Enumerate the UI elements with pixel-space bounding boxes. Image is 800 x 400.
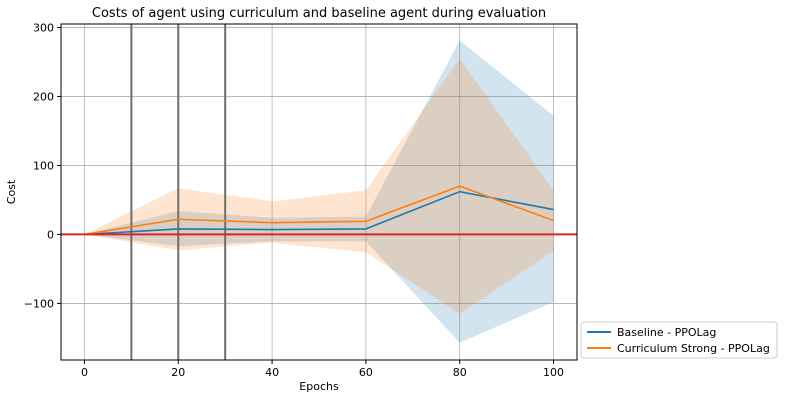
x-tick-label: 100 [543,366,564,379]
confidence-bands [84,40,554,343]
x-tick-label: 0 [81,366,88,379]
series-line-1 [84,185,554,236]
y-tick-label: 0 [47,228,54,241]
vertical-markers [130,24,227,360]
confidence-band-1 [84,58,554,314]
y-tick-label: −100 [24,297,54,310]
plot-frame [60,23,578,361]
x-tick-label: 20 [171,366,185,379]
x-axis-label: Epochs [299,380,339,393]
x-tick-label: 60 [359,366,373,379]
y-axis-label: Cost [5,179,18,204]
legend-entry-label: Curriculum Strong - PPOLag [617,342,770,355]
y-tick-label: 100 [33,159,54,172]
confidence-band-0 [84,40,554,343]
x-tick-label: 40 [265,366,279,379]
chart-title: Costs of agent using curriculum and base… [92,6,546,21]
y-tick-label: 200 [33,90,54,103]
y-tick-label: 300 [33,21,54,34]
legend-box [580,321,778,359]
tick-labels: 0 20 40 60 80 100 −100 0 100 200 300 [24,21,564,379]
series-line-0 [84,190,554,236]
series-lines [60,23,578,361]
legend-entry-label: Baseline - PPOLag [617,326,716,339]
legend: Baseline - PPOLag Curriculum Strong - PPO… [580,321,778,359]
x-tick-label: 80 [453,366,467,379]
